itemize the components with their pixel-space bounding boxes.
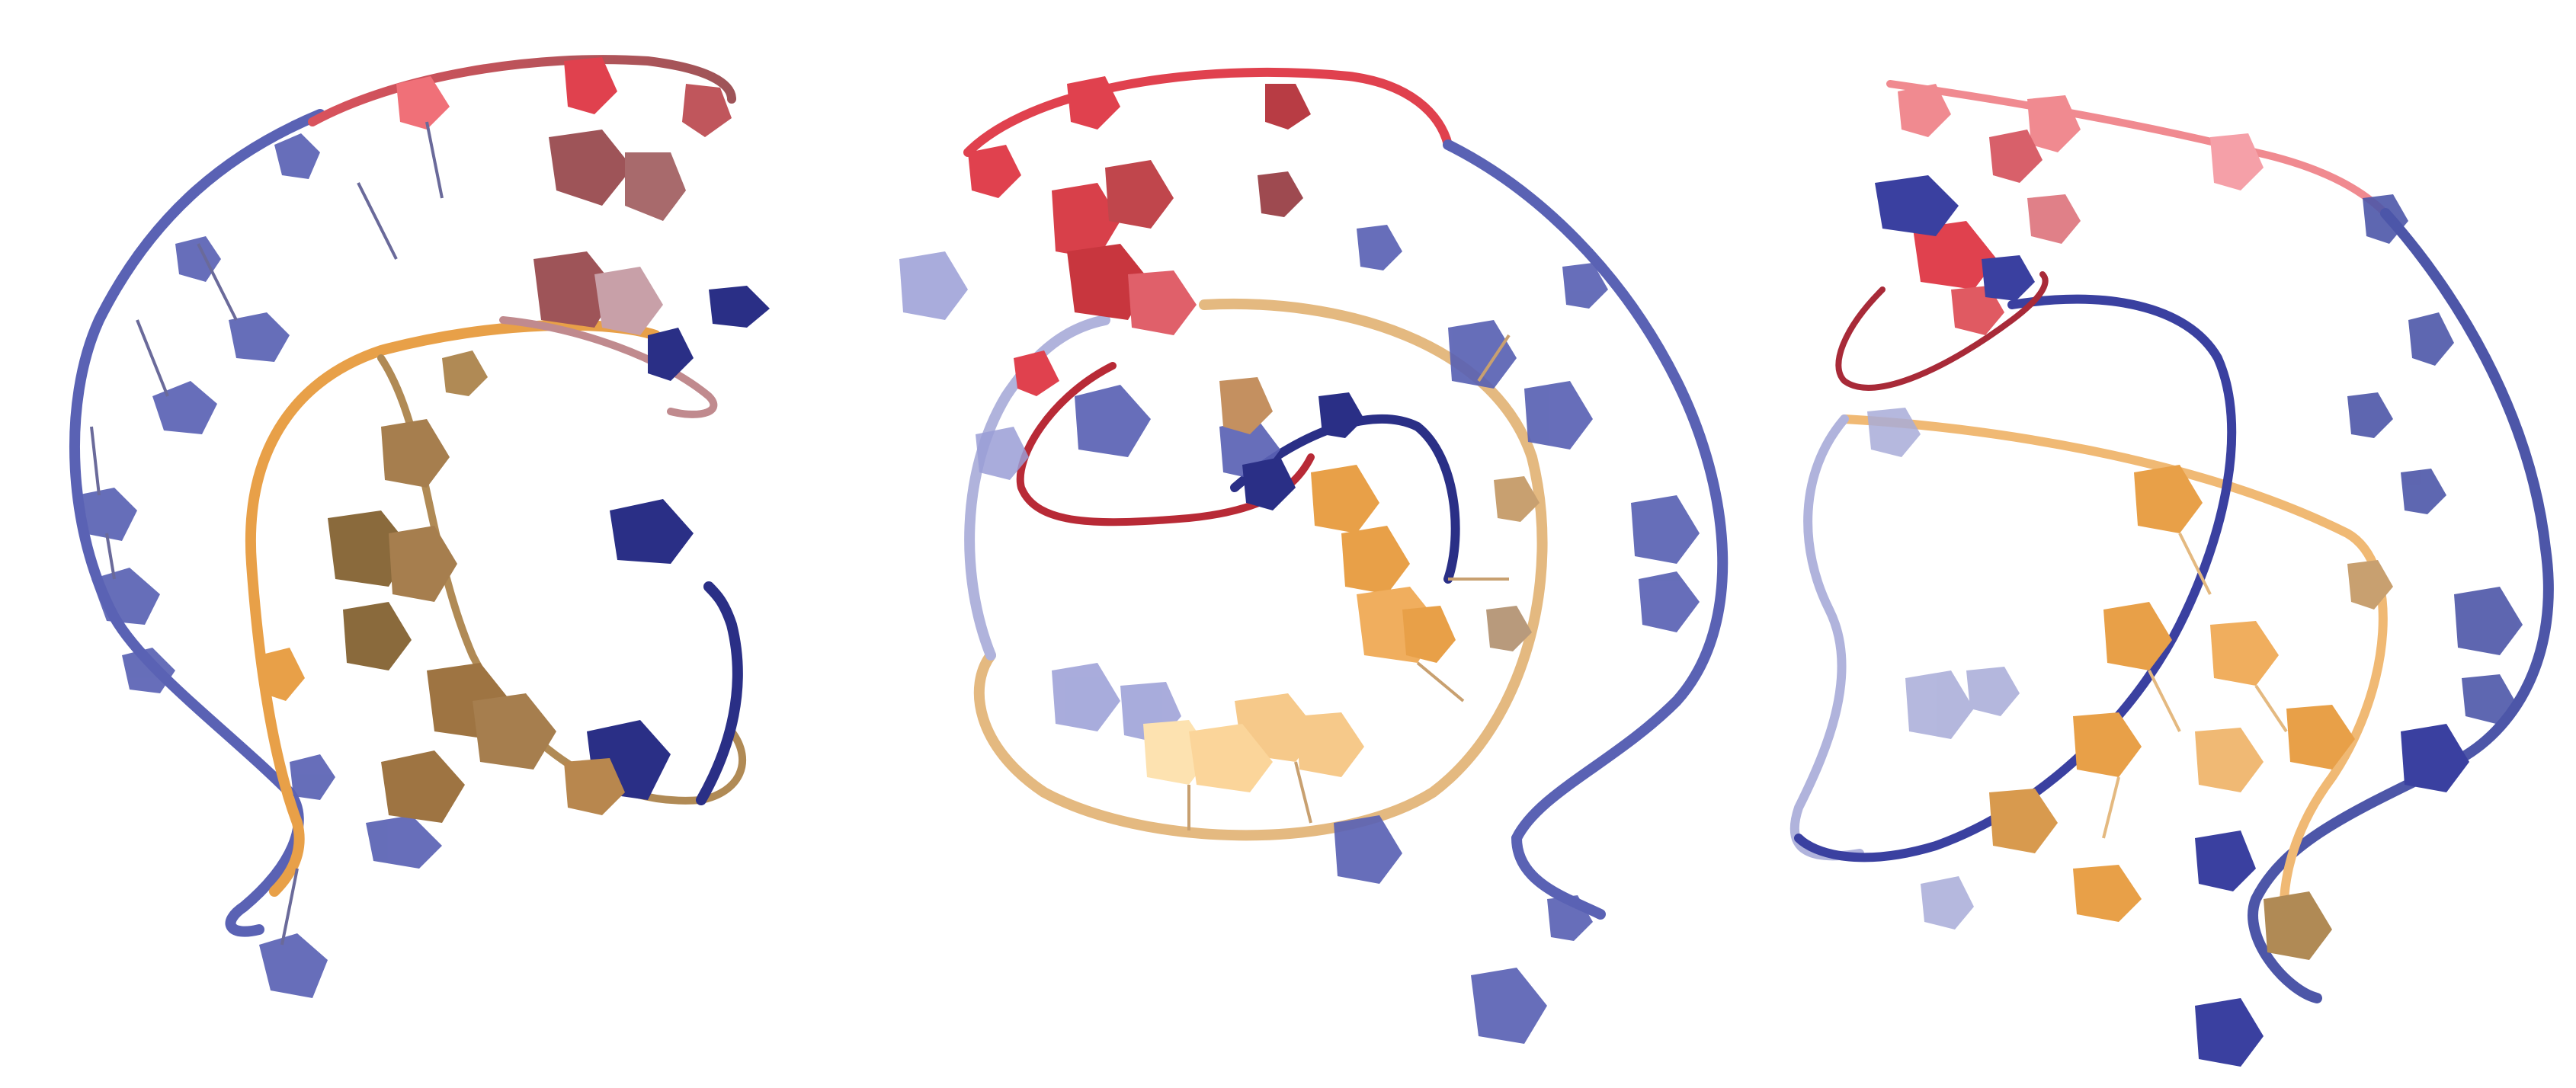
panel-2-orange-bases bbox=[1143, 377, 1540, 792]
panel-3-dark-red-strand bbox=[1835, 271, 2049, 391]
panel-1-red-backbone bbox=[308, 55, 736, 126]
panel-1-blue-bases bbox=[76, 133, 442, 998]
panel-1-red-bases bbox=[396, 57, 732, 335]
panel-3-red-bases bbox=[1898, 84, 2264, 335]
panel-1-dark-blue-tail bbox=[696, 581, 743, 805]
panel-2-dark-blue-bases bbox=[1242, 392, 1364, 510]
panel-1-orange-backbone bbox=[245, 319, 661, 897]
panel-3-blue-bases bbox=[2347, 194, 2523, 724]
panel-3-blue-backbone bbox=[2248, 208, 2554, 1003]
panel-1-base-rungs bbox=[90, 121, 444, 946]
panel-2-blue-backbone bbox=[1443, 139, 1729, 920]
panel-3-red-backbone bbox=[1886, 80, 2389, 217]
panel-2-dark-blue-backbone bbox=[1230, 414, 1460, 584]
panel-3-base-rungs bbox=[2102, 533, 2288, 839]
panel-1-red-loop bbox=[499, 316, 718, 418]
panel-3-dark-blue-bases bbox=[1875, 175, 2469, 1067]
panel-3-light-blue-bases bbox=[1867, 408, 2020, 930]
panel-2-orange-ring bbox=[973, 298, 1548, 841]
panel-3-structure bbox=[1789, 80, 2554, 1067]
panel-1-structure bbox=[69, 55, 770, 998]
panel-1-dark-blue-bases bbox=[587, 286, 770, 800]
panel-3-orange-bases bbox=[1989, 465, 2393, 960]
panel-2-red-bases bbox=[968, 76, 1311, 396]
panel-3-dark-blue-backbone bbox=[1794, 294, 2237, 862]
panel-2-structure bbox=[899, 67, 1729, 1044]
panel-2-light-blue-backbone bbox=[964, 315, 1110, 661]
panel-2-base-rungs bbox=[1187, 334, 1511, 830]
panel-3-light-orange-loop bbox=[1789, 414, 1864, 861]
panel-1-orange-bases bbox=[259, 350, 625, 823]
panel-2-red-backbone bbox=[963, 67, 1453, 157]
